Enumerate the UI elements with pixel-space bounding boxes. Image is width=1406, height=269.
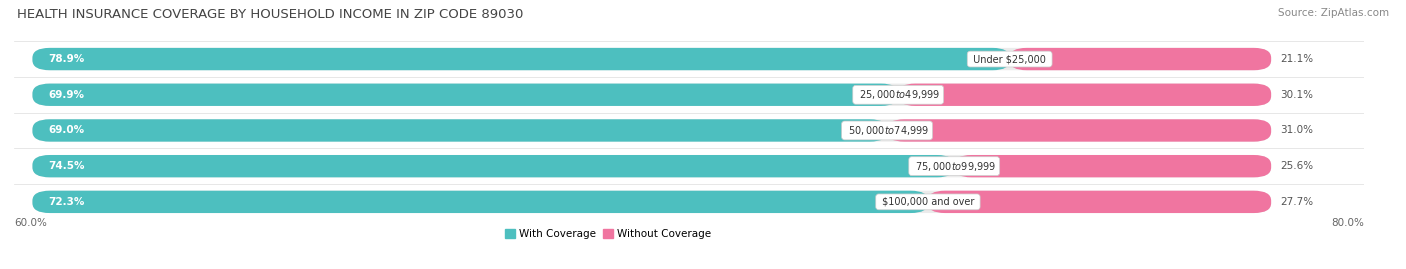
Text: Under $25,000: Under $25,000 <box>970 54 1049 64</box>
FancyBboxPatch shape <box>32 84 898 106</box>
FancyBboxPatch shape <box>32 119 887 142</box>
Text: 78.9%: 78.9% <box>48 54 84 64</box>
Text: 27.7%: 27.7% <box>1281 197 1313 207</box>
Text: 74.5%: 74.5% <box>48 161 84 171</box>
Text: 80.0%: 80.0% <box>1331 218 1364 228</box>
FancyBboxPatch shape <box>1010 48 1271 70</box>
Text: 69.0%: 69.0% <box>48 125 84 136</box>
Text: 69.9%: 69.9% <box>48 90 84 100</box>
FancyBboxPatch shape <box>928 191 1271 213</box>
FancyBboxPatch shape <box>898 84 1271 106</box>
FancyBboxPatch shape <box>32 119 1271 142</box>
FancyBboxPatch shape <box>955 155 1271 177</box>
FancyBboxPatch shape <box>32 48 1271 70</box>
FancyBboxPatch shape <box>32 155 955 177</box>
Text: $25,000 to $49,999: $25,000 to $49,999 <box>856 88 941 101</box>
Text: 60.0%: 60.0% <box>14 218 46 228</box>
Text: 72.3%: 72.3% <box>48 197 84 207</box>
FancyBboxPatch shape <box>32 155 1271 177</box>
Text: 30.1%: 30.1% <box>1281 90 1313 100</box>
FancyBboxPatch shape <box>32 191 1271 213</box>
Text: $50,000 to $74,999: $50,000 to $74,999 <box>845 124 929 137</box>
Text: 21.1%: 21.1% <box>1281 54 1313 64</box>
Text: HEALTH INSURANCE COVERAGE BY HOUSEHOLD INCOME IN ZIP CODE 89030: HEALTH INSURANCE COVERAGE BY HOUSEHOLD I… <box>17 8 523 21</box>
FancyBboxPatch shape <box>887 119 1271 142</box>
FancyBboxPatch shape <box>32 191 928 213</box>
FancyBboxPatch shape <box>32 48 1010 70</box>
Text: 31.0%: 31.0% <box>1281 125 1313 136</box>
Legend: With Coverage, Without Coverage: With Coverage, Without Coverage <box>505 229 711 239</box>
Text: 25.6%: 25.6% <box>1281 161 1313 171</box>
Text: $100,000 and over: $100,000 and over <box>879 197 977 207</box>
FancyBboxPatch shape <box>32 84 1271 106</box>
Text: $75,000 to $99,999: $75,000 to $99,999 <box>911 160 997 173</box>
Text: Source: ZipAtlas.com: Source: ZipAtlas.com <box>1278 8 1389 18</box>
